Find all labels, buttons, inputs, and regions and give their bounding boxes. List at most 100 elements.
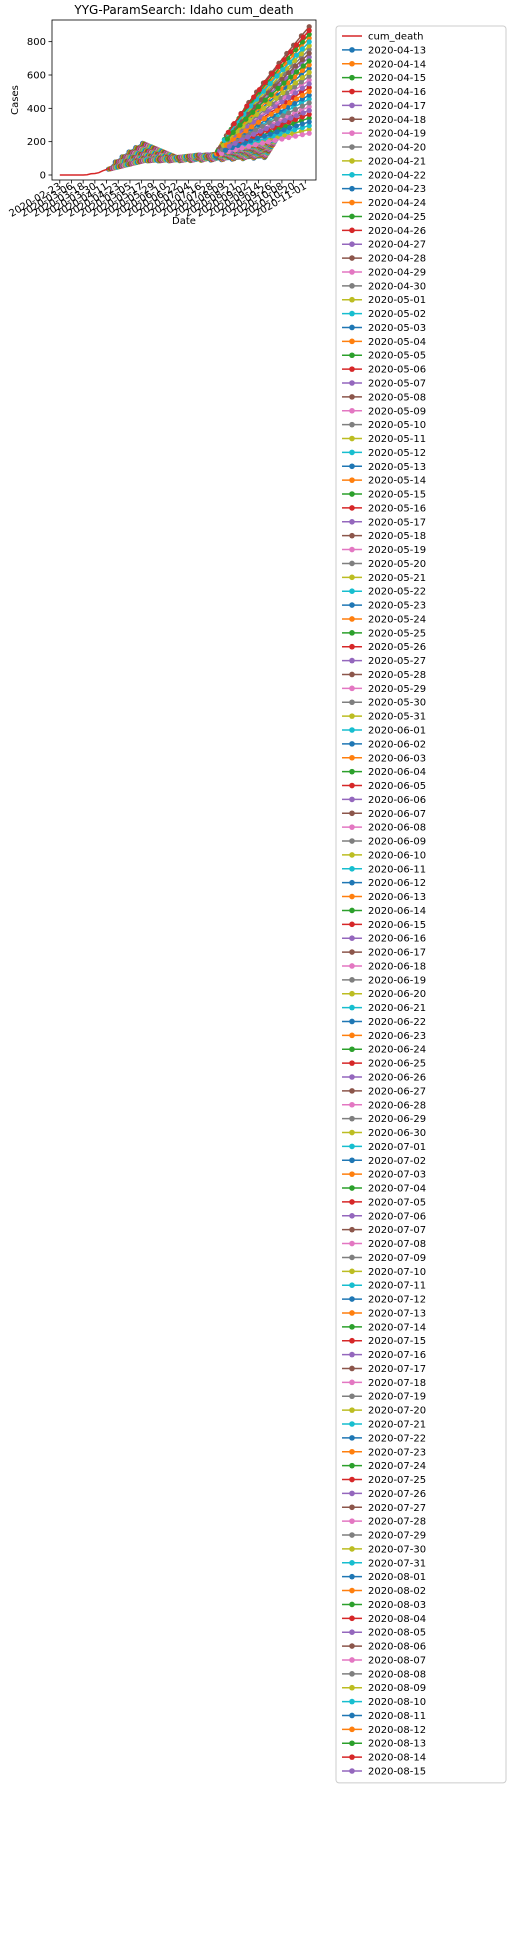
legend-swatch-marker: [349, 1185, 355, 1191]
legend-label: 2020-06-05: [368, 781, 426, 792]
legend-entry-forecast: 2020-07-02: [342, 1156, 426, 1167]
legend-entry-forecast: 2020-06-29: [342, 1114, 426, 1125]
legend-label: 2020-08-14: [368, 1753, 426, 1764]
legend-swatch-marker: [349, 879, 355, 886]
forecast-point: [237, 122, 243, 128]
legend-swatch-marker: [349, 893, 355, 900]
forecast-point: [306, 126, 312, 133]
forecast-point: [267, 81, 273, 87]
legend-label: 2020-04-26: [368, 226, 426, 237]
legend-entry-forecast: 2020-06-01: [342, 726, 426, 737]
forecast-lines-layer: [105, 24, 312, 172]
legend-entry-forecast: 2020-07-04: [342, 1184, 426, 1195]
forecast-point: [306, 100, 312, 106]
forecast-point: [253, 127, 259, 133]
legend-entry-forecast: 2020-05-29: [342, 684, 426, 695]
legend-label: 2020-07-07: [368, 1225, 426, 1236]
legend-swatch-marker: [349, 1504, 355, 1511]
forecast-point: [257, 114, 264, 120]
legend-label: 2020-07-09: [368, 1253, 426, 1264]
forecast-point: [306, 73, 312, 79]
forecast-point: [232, 140, 238, 146]
legend-swatch-marker: [349, 532, 355, 539]
forecast-point: [287, 59, 293, 65]
legend-label: 2020-08-10: [368, 1697, 426, 1708]
legend-swatch-marker: [349, 449, 355, 456]
legend-swatch-marker: [349, 1101, 355, 1108]
forecast-point: [306, 43, 312, 49]
legend-swatch-marker: [349, 1324, 355, 1330]
y-tick-label: 200: [27, 137, 46, 148]
legend-label: 2020-05-29: [368, 684, 426, 695]
legend-swatch-marker: [349, 255, 355, 261]
legend-label: 2020-04-14: [368, 59, 426, 70]
forecast-point: [251, 94, 257, 100]
legend-swatch-marker: [349, 741, 355, 747]
legend-entry-forecast: 2020-06-04: [342, 767, 426, 778]
y-tick-label: 800: [27, 37, 46, 48]
forecast-point: [306, 111, 312, 117]
legend-label: 2020-07-15: [368, 1336, 426, 1347]
legend-entry-forecast: 2020-05-08: [342, 392, 426, 403]
forecast-point: [224, 136, 230, 142]
axes-layer: 02004006008002020-02-232020-03-062020-03…: [7, 37, 308, 219]
legend-label: 2020-08-06: [368, 1642, 426, 1653]
forecast-point: [280, 67, 286, 73]
legend-label: 2020-05-25: [368, 628, 426, 639]
legend-entry-forecast: 2020-05-09: [342, 406, 426, 417]
legend-swatch-marker: [349, 1046, 355, 1053]
forecast-point: [239, 137, 245, 143]
forecast-point: [286, 70, 292, 76]
forecast-point: [254, 111, 260, 117]
legend-entry-forecast: 2020-07-13: [342, 1308, 426, 1319]
forecast-point: [243, 128, 249, 134]
legend-label: 2020-07-04: [368, 1184, 426, 1195]
forecast-series: [225, 27, 312, 135]
legend-label: 2020-06-26: [368, 1073, 426, 1084]
legend-label: 2020-08-15: [368, 1767, 426, 1778]
legend-label: 2020-06-29: [368, 1114, 426, 1125]
forecast-point: [275, 120, 281, 127]
legend-entry-forecast: 2020-05-24: [342, 614, 426, 625]
forecast-point: [286, 134, 292, 141]
forecast-point: [299, 103, 305, 109]
legend-entry-forecast: 2020-06-02: [342, 739, 426, 750]
legend-swatch-marker: [349, 990, 355, 997]
legend-swatch-marker: [349, 1060, 355, 1066]
legend-swatch-marker: [349, 477, 355, 483]
legend-swatch-marker: [349, 296, 355, 303]
legend-swatch-marker: [349, 1171, 355, 1177]
legend-label: 2020-05-03: [368, 323, 426, 334]
legend-label: 2020-07-14: [368, 1322, 426, 1333]
legend-label: 2020-07-01: [368, 1142, 426, 1153]
legend-swatch-marker: [349, 1490, 355, 1497]
legend-label: 2020-06-23: [368, 1031, 426, 1042]
legend-label: 2020-07-10: [368, 1267, 426, 1278]
legend-swatch-marker: [349, 754, 355, 761]
forecast-point: [266, 120, 272, 126]
forecast-point: [287, 125, 293, 131]
forecast-point: [272, 137, 278, 143]
legend-label: 2020-07-08: [368, 1239, 426, 1250]
legend-swatch-marker: [349, 546, 355, 553]
forecast-point: [268, 92, 274, 98]
forecast-point: [273, 95, 279, 101]
forecast-point: [245, 134, 251, 140]
legend-swatch-marker: [349, 269, 355, 275]
legend-swatch-marker: [349, 1684, 355, 1691]
legend-swatch-marker: [349, 1129, 355, 1136]
legend-entry-forecast: 2020-06-06: [342, 795, 426, 806]
forecast-point: [226, 143, 232, 149]
forecast-point: [292, 100, 298, 106]
legend-entry-forecast: 2020-06-27: [342, 1086, 426, 1097]
forecast-point: [282, 133, 288, 139]
legend-entry-forecast: 2020-05-28: [342, 670, 426, 681]
legend-swatch-marker: [349, 1254, 355, 1261]
forecast-point: [286, 94, 292, 100]
legend-label: 2020-07-05: [368, 1197, 426, 1208]
legend-swatch-marker: [349, 1282, 355, 1288]
forecast-point: [262, 97, 268, 103]
legend-swatch-marker: [349, 866, 355, 872]
legend-box: [335, 25, 507, 1784]
forecast-point: [306, 104, 312, 110]
